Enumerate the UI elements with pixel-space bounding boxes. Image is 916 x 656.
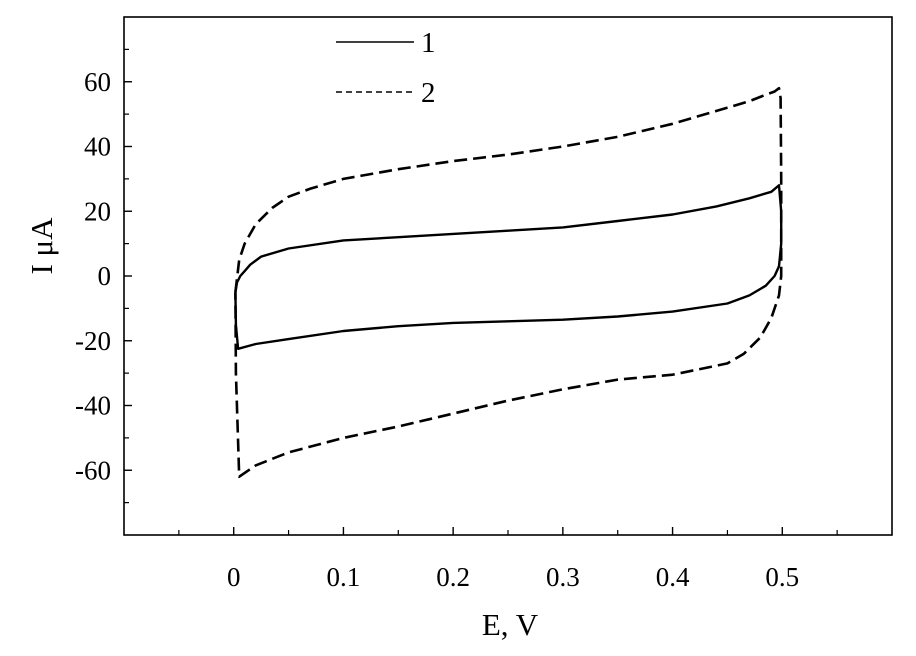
x-tick-label: 0.4 (656, 562, 690, 592)
series-2-line (234, 86, 783, 479)
x-axis-title: E, V (482, 607, 539, 642)
series-1-line (234, 184, 783, 350)
x-tick-label: 0.3 (546, 562, 580, 592)
y-tick-label: 20 (84, 196, 111, 226)
x-tick-label: 0.1 (327, 562, 361, 592)
y-tick-label: -40 (75, 391, 111, 421)
y-tick-label: 60 (84, 67, 111, 97)
x-tick-label: 0.2 (436, 562, 470, 592)
x-tick-label: 0.5 (765, 562, 799, 592)
series-group (234, 86, 783, 479)
y-tick-label: 0 (98, 261, 112, 291)
legend: 12 (336, 27, 436, 109)
x-tick-label: 0 (227, 562, 241, 592)
y-tick-label: -20 (75, 326, 111, 356)
y-tick-label: -60 (75, 455, 111, 485)
y-tick-label: 40 (84, 132, 111, 162)
axis-ticks: -60 -40 -20 0 20 40 60 0 0.1 0.2 0.3 0.4 0.5 (75, 48, 838, 592)
legend-label-2: 2 (421, 77, 436, 109)
y-axis-title: I μA (24, 217, 59, 275)
legend-label-1: 1 (421, 27, 436, 59)
